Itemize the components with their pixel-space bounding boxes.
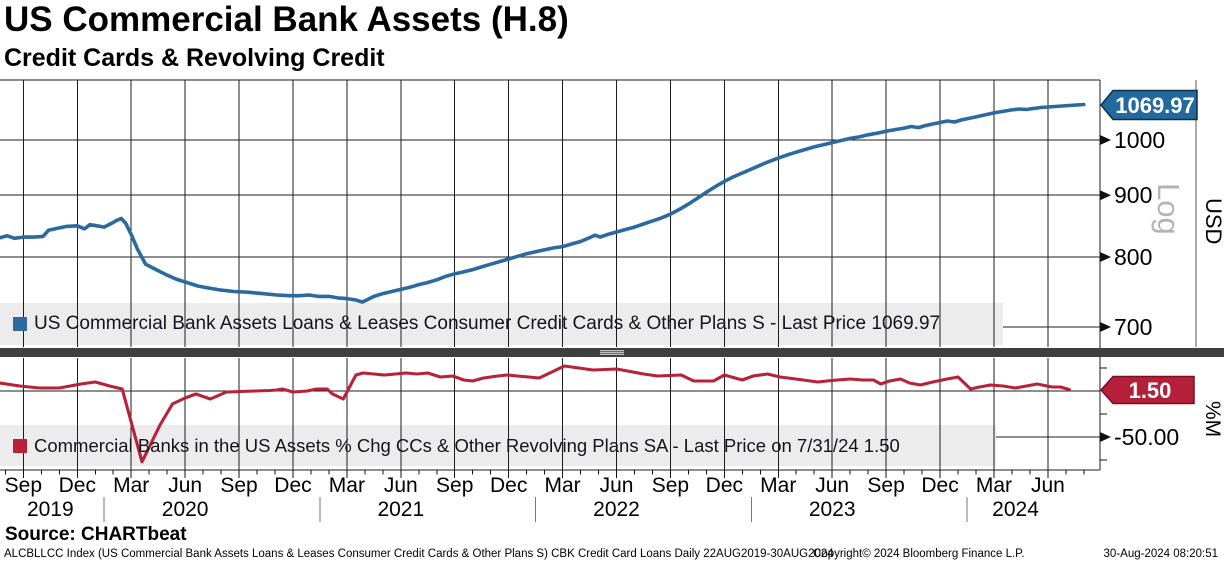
tick-arrow-icon xyxy=(1100,251,1111,262)
x-month-label: Sep xyxy=(5,474,42,497)
x-month-label: Sep xyxy=(220,474,257,497)
blue-tag-value: 1069.97 xyxy=(1115,93,1195,118)
x-year-label: 2019 xyxy=(27,498,74,521)
legend-bottom-series[interactable]: Commercial Banks in the US Assets % Chg … xyxy=(0,425,996,466)
x-month-label: Jun xyxy=(815,474,849,497)
x-month-label: Sep xyxy=(652,474,689,497)
x-month-label: Dec xyxy=(59,474,96,497)
x-month-label: Jun xyxy=(384,474,418,497)
x-month-label: Mar xyxy=(976,474,1012,497)
tick-arrow-icon xyxy=(1100,190,1111,201)
legend-band-top xyxy=(0,303,1003,345)
page-title: US Commercial Bank Assets (H.8) xyxy=(4,0,569,39)
blue-series-marker-icon xyxy=(13,317,27,331)
x-month-label: Dec xyxy=(490,474,527,497)
page-subtitle: Credit Cards & Revolving Credit xyxy=(4,44,385,72)
footer-ticker-description: ALCBLLCC Index (US Commercial Bank Asset… xyxy=(4,548,834,560)
x-year-label: 2020 xyxy=(162,498,209,521)
x-year-label: 2022 xyxy=(593,498,640,521)
red-series-marker-icon xyxy=(13,438,27,453)
y-tick-label: 700 xyxy=(1114,314,1152,340)
x-month-label: Jun xyxy=(600,474,634,497)
y-tick-label: -50.00 xyxy=(1114,424,1179,450)
x-month-label: Mar xyxy=(113,474,149,497)
tick-arrow-icon xyxy=(1100,135,1111,145)
y-tick-label: 800 xyxy=(1114,244,1152,270)
x-year-label: 2024 xyxy=(992,498,1039,521)
x-month-label: Dec xyxy=(921,474,958,497)
x-month-label: Dec xyxy=(274,474,311,497)
red-price-tag[interactable]: 1.50 xyxy=(1099,375,1195,405)
y-tick-label: 1000 xyxy=(1114,127,1165,153)
separator-grip-icon[interactable] xyxy=(600,350,624,355)
x-month-label: Mar xyxy=(329,474,365,497)
red-series-line xyxy=(0,364,1071,464)
source-line: Source: CHARTbeat xyxy=(5,524,187,545)
x-year-label: 2021 xyxy=(377,498,424,521)
x-month-label: Sep xyxy=(867,474,904,497)
x-month-label: Jun xyxy=(168,474,202,497)
legend-top-series[interactable]: US Commercial Bank Assets Loans & Leases… xyxy=(0,303,1003,345)
footer-timestamp: 30-Aug-2024 08:20:51 xyxy=(1103,548,1218,560)
usd-axis-label: USD xyxy=(1201,198,1224,244)
x-year-label: 2023 xyxy=(809,498,856,521)
legend-band-bottom xyxy=(0,425,996,466)
log-scale-label[interactable]: Log xyxy=(1151,183,1186,235)
x-month-label: Mar xyxy=(760,474,796,497)
blue-series-line xyxy=(0,102,1086,304)
tick-arrow-icon xyxy=(1100,321,1111,332)
footer-copyright: Copyright© 2024 Bloomberg Finance L.P. xyxy=(813,548,1025,560)
x-month-label: Mar xyxy=(544,474,580,497)
y-tick-label: 900 xyxy=(1114,182,1152,208)
tick-arrow-icon xyxy=(1100,432,1111,442)
legend-top-label: US Commercial Bank Assets Loans & Leases… xyxy=(34,313,941,334)
x-month-label: Jun xyxy=(1031,474,1065,497)
blue-price-tag[interactable]: 1069.97 xyxy=(1100,89,1198,121)
legend-bottom-label: Commercial Banks in the US Assets % Chg … xyxy=(34,434,900,456)
red-tag-value: 1.50 xyxy=(1129,378,1172,403)
x-month-label: Sep xyxy=(436,474,473,497)
x-month-label: Dec xyxy=(706,474,743,497)
pct-axis-label: %M xyxy=(1201,401,1224,437)
